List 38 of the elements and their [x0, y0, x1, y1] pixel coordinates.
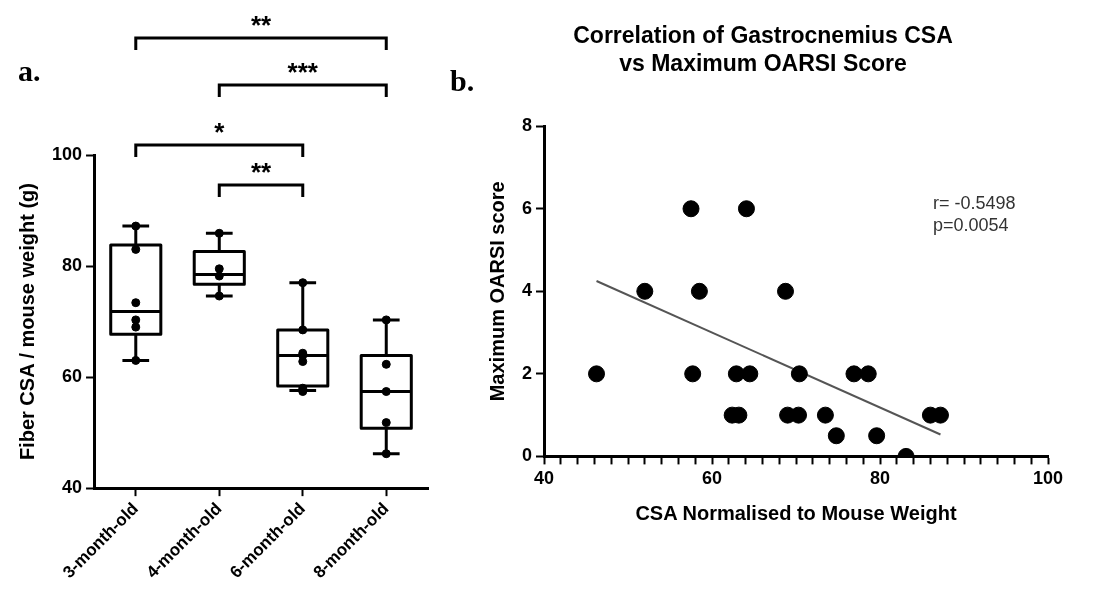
y-axis-title: Maximum OARSI score	[485, 181, 508, 402]
point	[588, 365, 606, 383]
point	[777, 282, 795, 300]
point	[790, 406, 808, 424]
point	[684, 365, 702, 383]
point	[790, 365, 808, 383]
x-axis-title: CSA Normalised to Mouse Weight	[635, 501, 957, 524]
point	[741, 365, 759, 383]
point	[636, 282, 654, 300]
point	[737, 200, 755, 218]
y-tick-label: 4	[522, 280, 533, 301]
x-tick-label: 100	[1032, 468, 1064, 489]
y-axis-title: Fiber CSA / mouse weight (g)	[15, 183, 38, 461]
point	[690, 282, 708, 300]
text: a.	[18, 53, 41, 87]
y-tick-label: 2	[522, 362, 533, 383]
y-tick-label: 60	[62, 366, 83, 387]
chart-title: Correlation of Gastrocnemius CSA vs Maximum OARSI Score	[573, 22, 953, 76]
point	[845, 365, 863, 383]
point	[816, 406, 834, 424]
annotation: r= -0.5498	[933, 193, 1016, 214]
text: b.	[450, 63, 475, 97]
y-tick-label: 80	[62, 255, 83, 276]
point	[859, 365, 877, 383]
y-tick-label: 6	[522, 197, 533, 218]
annotation: **	[250, 157, 273, 187]
x-tick-label: 60	[701, 468, 723, 489]
point	[868, 427, 886, 445]
x-tick-label: 80	[869, 468, 891, 489]
point	[682, 200, 700, 218]
text: **	[250, 10, 273, 40]
point	[827, 427, 845, 445]
text: ***	[287, 57, 319, 87]
text: *	[214, 117, 226, 147]
y-tick-label: 100	[51, 143, 83, 164]
y-tick-label: 0	[522, 445, 533, 466]
annotation: p=0.0054	[933, 215, 1009, 236]
y-tick-label: 8	[522, 115, 533, 136]
